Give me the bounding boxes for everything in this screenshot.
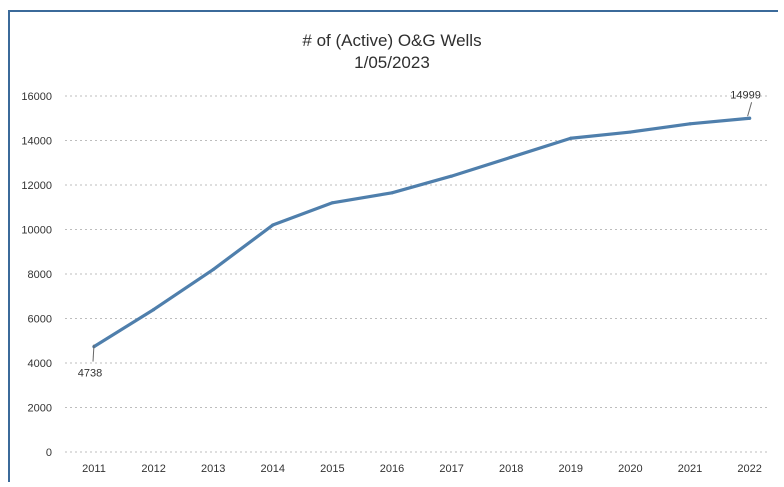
x-tick-label: 2012 (141, 463, 165, 475)
x-tick-label: 2017 (439, 463, 463, 475)
y-tick-label: 10000 (21, 225, 52, 237)
data-point (628, 130, 633, 134)
x-tick-label: 2011 (82, 463, 106, 475)
data-point (569, 136, 573, 140)
x-tick-label: 2018 (499, 463, 523, 475)
x-tick-label: 2020 (618, 463, 642, 475)
series-line (92, 116, 752, 349)
data-labels: 4738 14999 (78, 89, 761, 379)
y-tick-label: 2000 (28, 403, 52, 415)
x-tick-label: 2022 (737, 463, 761, 475)
chart-title: # of (Active) O&G Wells (302, 31, 482, 50)
y-tick-label: 6000 (28, 314, 52, 326)
data-label: 14999 (730, 89, 761, 101)
data-point (152, 308, 156, 312)
x-tick-label: 2016 (380, 463, 404, 475)
data-point (688, 122, 692, 126)
y-tick-label: 12000 (21, 180, 52, 192)
y-axis-ticks: 0 2000 4000 6000 8000 10000 12000 14000 16000 (21, 91, 52, 459)
x-tick-label: 2014 (261, 463, 285, 475)
y-tick-label: 8000 (28, 269, 52, 281)
x-tick-label: 2019 (559, 463, 583, 475)
x-tick-label: 2021 (678, 463, 702, 475)
x-tick-label: 2013 (201, 463, 225, 475)
data-point (330, 201, 334, 205)
data-point (450, 174, 454, 178)
y-tick-label: 4000 (28, 358, 52, 370)
chart-frame (8, 10, 778, 482)
chart-subtitle: 1/05/2023 (354, 53, 430, 72)
y-tick-label: 0 (46, 447, 52, 459)
chart-title-block: # of (Active) O&G Wells 1/05/2023 (0, 30, 784, 74)
data-point (271, 223, 275, 227)
data-label: 4738 (78, 368, 102, 380)
x-axis-ticks: 2011 2012 2013 2014 2015 2016 2017 2018 2019 2020… (82, 463, 762, 475)
data-label-leader (747, 102, 753, 117)
data-point (211, 267, 215, 272)
x-tick-label: 2015 (320, 463, 344, 475)
data-label-leader (92, 344, 95, 362)
data-point (509, 155, 513, 159)
gridlines (65, 95, 768, 453)
data-point (748, 116, 752, 120)
series-group (92, 116, 752, 349)
y-tick-label: 14000 (21, 136, 52, 148)
y-tick-label: 16000 (21, 91, 52, 103)
data-point (390, 191, 394, 195)
